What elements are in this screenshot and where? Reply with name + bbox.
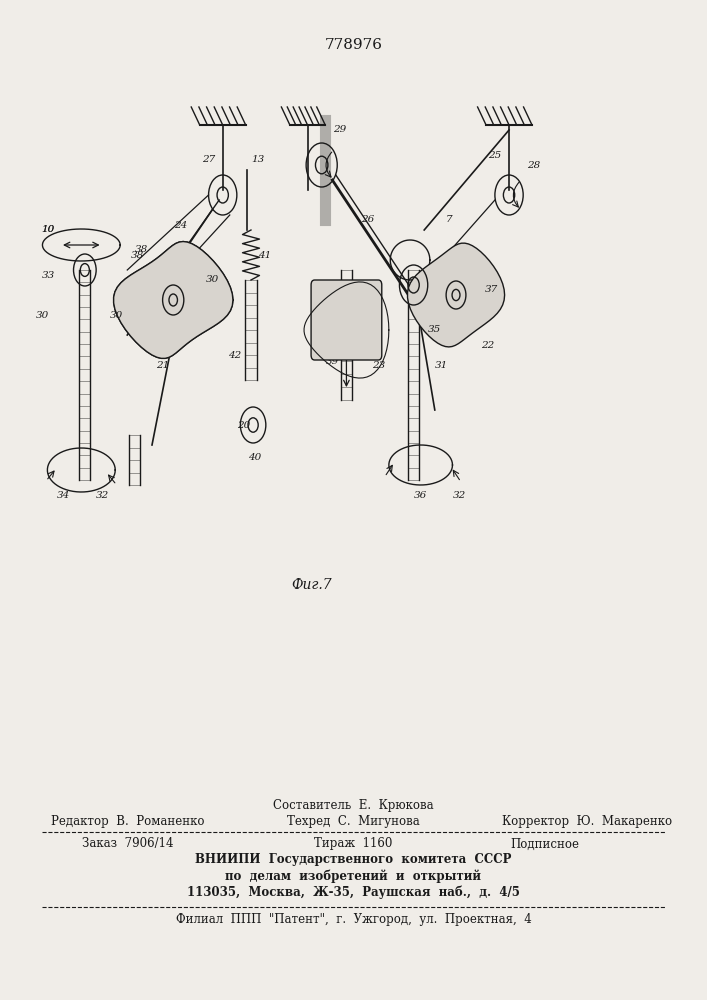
Text: Составитель  Е.  Крюкова: Составитель Е. Крюкова [273,798,434,812]
Text: 36: 36 [414,491,427,500]
Text: 34: 34 [57,490,70,499]
Text: 10: 10 [42,226,54,234]
Text: 41: 41 [259,250,271,259]
Text: 39: 39 [326,358,339,366]
Text: 24: 24 [174,221,187,230]
Text: 38: 38 [135,245,148,254]
Text: 29: 29 [333,125,346,134]
Text: 30: 30 [110,310,123,320]
Text: 23: 23 [372,360,385,369]
Text: 33: 33 [42,270,54,279]
Text: 13: 13 [252,155,264,164]
Text: 32: 32 [96,490,109,499]
Text: 28: 28 [527,160,540,169]
Text: 31: 31 [436,360,448,369]
Text: Техред  С.  Мигунова: Техред С. Мигунова [287,816,420,828]
Text: Корректор  Ю.  Макаренко: Корректор Ю. Макаренко [502,816,672,828]
Text: 35: 35 [428,326,441,334]
Text: 21: 21 [156,360,169,369]
Text: 27: 27 [202,155,215,164]
Text: 38: 38 [132,250,144,259]
Text: 32: 32 [453,491,466,500]
Text: Редактор  В.  Романенко: Редактор В. Романенко [50,816,204,828]
Text: 42: 42 [228,351,241,360]
Text: ВНИИПИ  Государственного  комитета  СССР: ВНИИПИ Государственного комитета СССР [195,854,512,866]
Polygon shape [114,242,233,358]
Text: 26: 26 [361,216,374,225]
Text: Заказ  7906/14: Заказ 7906/14 [81,838,173,850]
Text: 25: 25 [489,150,501,159]
Text: 40: 40 [248,454,261,462]
Text: 30: 30 [36,310,49,320]
Text: 22: 22 [481,340,494,350]
Text: Филиал  ППП  "Патент",  г.  Ужгород,  ул.  Проектная,  4: Филиал ППП "Патент", г. Ужгород, ул. Про… [175,914,532,926]
Text: 113035,  Москва,  Ж-35,  Раушская  наб.,  д.  4/5: 113035, Москва, Ж-35, Раушская наб., д. … [187,885,520,899]
Text: 17: 17 [167,255,180,264]
Text: 10: 10 [42,226,54,234]
Text: по  делам  изобретений  и  открытий: по делам изобретений и открытий [226,869,481,883]
Text: Фиг.7: Фиг.7 [291,578,332,592]
Text: 37: 37 [485,286,498,294]
Polygon shape [407,243,505,347]
Text: 20: 20 [238,420,250,430]
FancyBboxPatch shape [311,280,382,360]
Text: Подписное: Подписное [510,838,579,850]
Text: 778976: 778976 [325,38,382,52]
Text: 30: 30 [206,275,218,284]
Text: 7: 7 [445,216,452,225]
Text: Тираж  1160: Тираж 1160 [315,838,392,850]
